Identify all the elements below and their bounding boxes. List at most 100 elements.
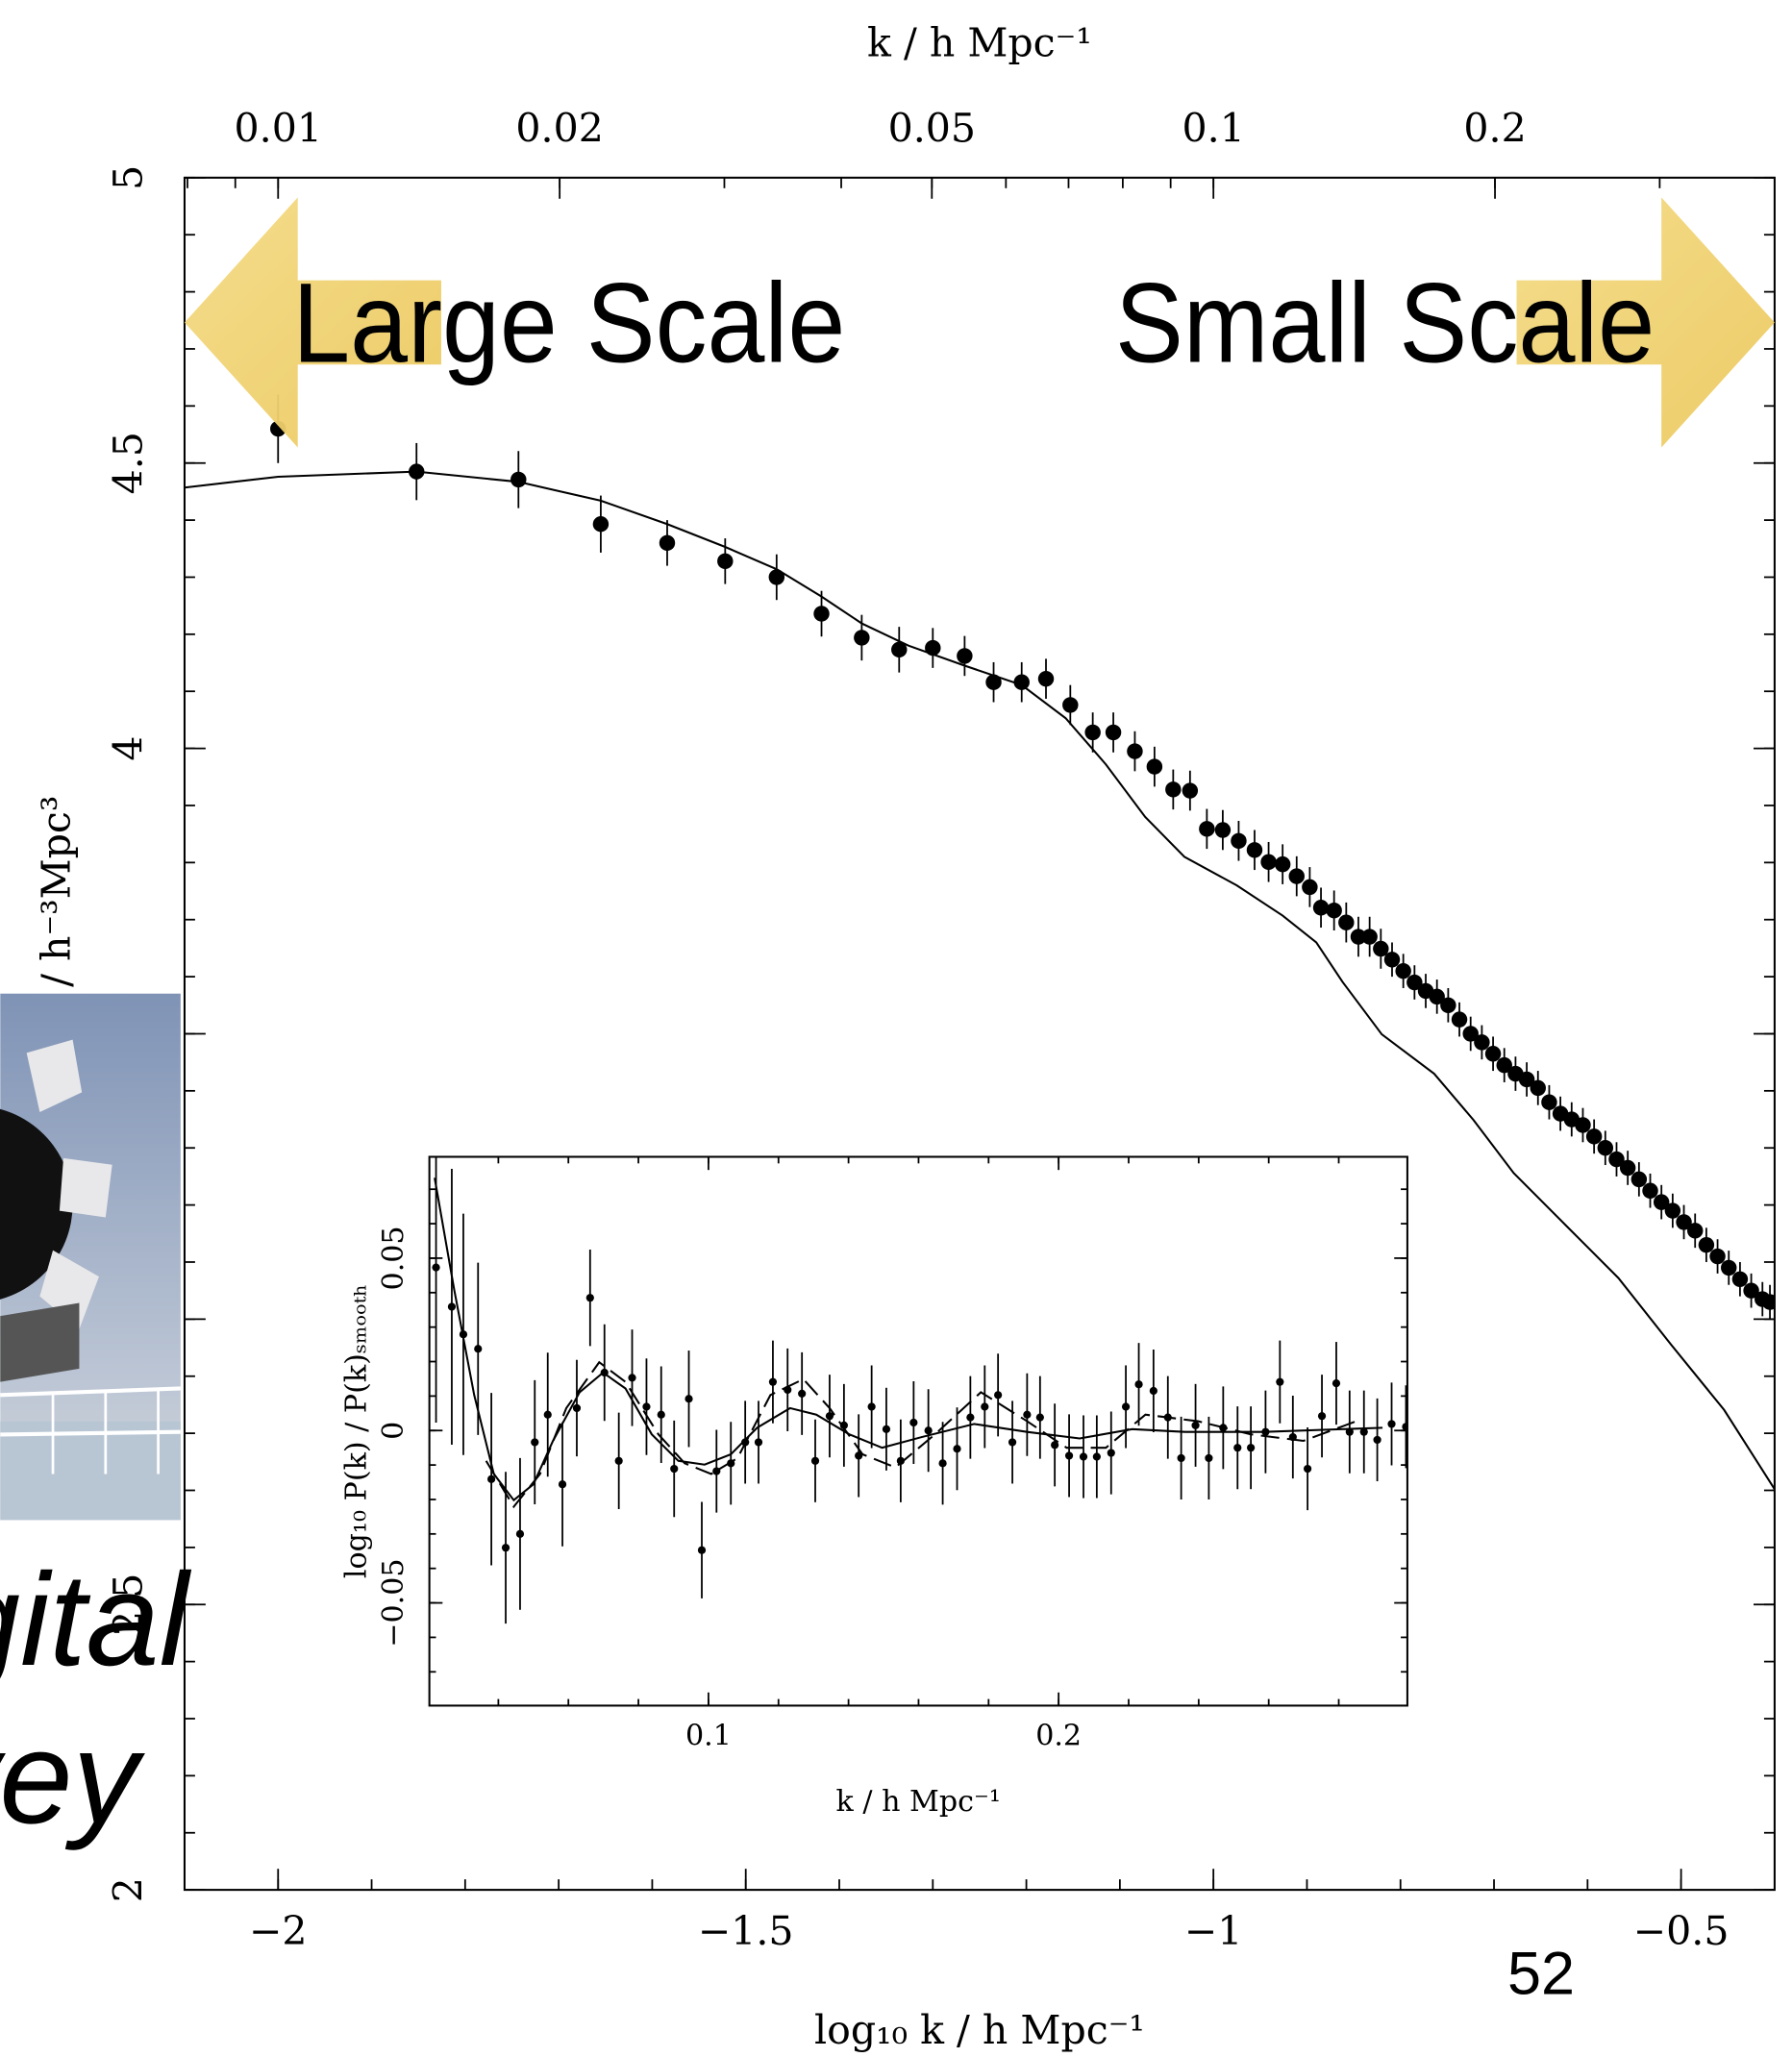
data-point	[1317, 1412, 1327, 1421]
data-point	[1231, 832, 1247, 850]
small-scale-arrow	[1516, 197, 1775, 448]
data-point	[592, 516, 610, 533]
data-point	[1121, 1402, 1131, 1411]
data-point	[1092, 1452, 1101, 1461]
data-point	[585, 1294, 594, 1302]
data-point	[642, 1402, 651, 1411]
x-tick-label: −1	[1184, 1908, 1243, 1954]
data-point	[1338, 914, 1355, 930]
data-point	[1402, 1423, 1407, 1431]
data-point	[1312, 900, 1330, 916]
data-point	[1165, 781, 1182, 798]
data-point	[1084, 724, 1101, 741]
x-tick-label: 0.1	[685, 1719, 732, 1752]
y-axis-label: / h⁻³Mpc³	[33, 796, 79, 987]
banner-left: Large Scale	[292, 260, 845, 386]
data-point	[1383, 952, 1401, 968]
data-point	[1260, 854, 1277, 870]
data-point	[1642, 1182, 1658, 1199]
data-point	[697, 1546, 707, 1554]
data-point	[1105, 724, 1122, 741]
x2-tick-label: 0.02	[515, 105, 603, 151]
model-line	[184, 470, 1775, 1490]
data-point	[1619, 1159, 1636, 1177]
x-tick-label: −2	[249, 1908, 308, 1954]
data-point	[994, 1391, 1003, 1400]
data-point	[1440, 997, 1456, 1014]
data-point	[985, 674, 1002, 690]
data-point	[1274, 855, 1291, 873]
data-point	[1664, 1202, 1681, 1219]
data-layer	[432, 1156, 1407, 1624]
data-point	[543, 1410, 552, 1419]
x-axis-label: k / h Mpc⁻¹	[836, 1785, 1001, 1819]
data-point	[1134, 1380, 1143, 1389]
data-point	[768, 569, 785, 585]
data-point	[1709, 1248, 1726, 1265]
data-point	[1332, 1379, 1341, 1388]
data-point	[1484, 1046, 1502, 1062]
data-point	[531, 1438, 539, 1447]
data-point	[1731, 1271, 1749, 1288]
data-point	[1326, 903, 1342, 919]
data-point	[1530, 1079, 1546, 1097]
data-point	[981, 1402, 989, 1411]
data-point	[1373, 940, 1389, 957]
data-point	[1350, 929, 1367, 945]
data-point	[1474, 1034, 1490, 1051]
large-scale-arrow	[184, 197, 441, 448]
data-point	[1199, 821, 1215, 837]
data-point	[1429, 988, 1445, 1005]
x-axis-label: log₁₀ k / h Mpc⁻¹	[814, 2007, 1145, 2053]
data-point	[1288, 868, 1305, 884]
y-axis-label: log₁₀ P(k) / P(k)ₛₘₒₒₜₕ	[340, 1284, 374, 1578]
data-layer	[184, 394, 1775, 1490]
data-point	[1246, 842, 1263, 858]
data-point	[1395, 962, 1411, 979]
data-point	[909, 1418, 918, 1427]
data-point	[1035, 1413, 1044, 1422]
data-point	[924, 1426, 933, 1435]
data-point	[953, 1445, 961, 1453]
data-point	[1761, 1294, 1775, 1310]
data-point	[1496, 1056, 1512, 1074]
data-point	[486, 1475, 496, 1483]
data-point	[1008, 1438, 1017, 1447]
data-point	[1302, 879, 1318, 896]
data-point	[1127, 743, 1143, 759]
data-point	[515, 1529, 525, 1538]
data-point	[657, 1410, 665, 1419]
data-point	[1518, 1071, 1535, 1088]
data-point	[1451, 1011, 1468, 1028]
data-point	[1037, 670, 1055, 687]
data-point	[501, 1544, 510, 1552]
data-point	[1585, 1128, 1603, 1145]
y-tick-label: 5	[106, 165, 152, 190]
banner-right: Small Scale	[1115, 260, 1655, 386]
data-point	[684, 1395, 693, 1403]
data-point	[1541, 1094, 1557, 1110]
data-point	[432, 1263, 440, 1272]
data-point	[1107, 1449, 1115, 1457]
data-point	[1214, 822, 1232, 838]
x-tick-label: 0.2	[1035, 1719, 1082, 1752]
x2-tick-label: 0.01	[235, 105, 322, 151]
x2-tick-label: 0.05	[888, 105, 976, 151]
title-fragment: vey	[0, 1704, 146, 1851]
data-point	[670, 1464, 679, 1474]
inset-chart: 0.1 0.2 −0.05 0 0.05 k / h Mpc⁻¹ log₁₀ P(k) / …	[340, 1155, 1408, 1819]
y-tick-label: 4.5	[106, 432, 152, 494]
data-point	[1051, 1441, 1059, 1450]
data-point	[896, 1456, 905, 1465]
data-point	[1233, 1444, 1242, 1452]
data-point	[1182, 782, 1199, 799]
data-point	[1276, 1377, 1284, 1386]
data-point	[474, 1345, 483, 1353]
data-point	[659, 534, 676, 552]
data-point	[867, 1402, 876, 1411]
y-tick-label: −0.05	[377, 1558, 411, 1647]
data-point	[1205, 1453, 1213, 1463]
data-point	[628, 1374, 636, 1382]
